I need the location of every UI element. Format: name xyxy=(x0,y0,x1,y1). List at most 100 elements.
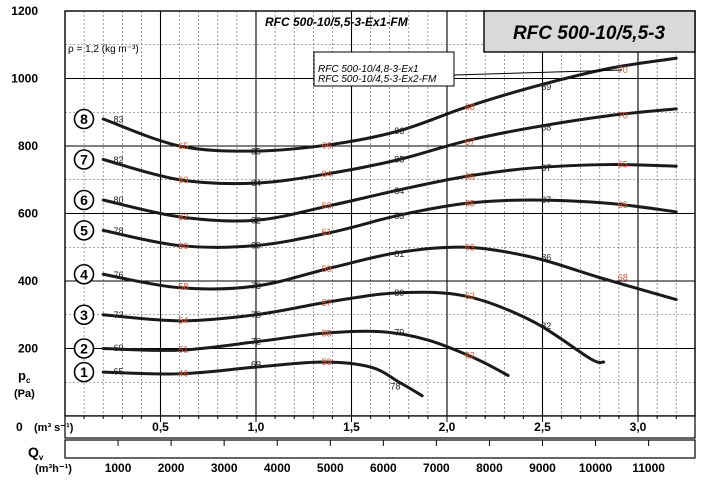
x2-tick-label: 9000 xyxy=(529,461,556,475)
point-label: 65 xyxy=(618,160,628,170)
point-label: 80 xyxy=(251,241,261,251)
y-axis-unit: (Pa) xyxy=(14,388,35,400)
point-label: 83 xyxy=(113,115,123,125)
origin-label: 0 xyxy=(16,420,23,434)
y-tick-label: 600 xyxy=(18,207,38,221)
point-label: 66 xyxy=(322,140,332,150)
title-box xyxy=(483,10,696,53)
point-label: 65 xyxy=(465,198,475,208)
x2-tick-label: 2000 xyxy=(158,461,185,475)
curve-4 xyxy=(101,245,678,302)
x-axis-band xyxy=(64,415,696,439)
speed-marker-3 xyxy=(73,304,95,326)
x2-tick-label: 10000 xyxy=(579,461,613,475)
legend-pointer xyxy=(453,69,623,76)
curve-7 xyxy=(101,107,678,186)
y-axis-ticks: 1200 1000 800 600 400 200 xyxy=(11,4,38,356)
x2-tick-label: 5000 xyxy=(317,461,344,475)
legend-item-1: RFC 500-10/4,8-3-Ex1 xyxy=(318,64,419,75)
point-label: 67 xyxy=(465,137,475,147)
point-label: 61 xyxy=(322,227,332,237)
speed-marker-label: 5 xyxy=(80,222,88,238)
point-label: 80 xyxy=(113,195,123,205)
point-labels: 65 46 69 59 78 69 51 72 55 79 62 73 54 75 57 80 62 82 76 58… xyxy=(113,65,627,391)
legend-item-2: RFC 500-10/4,5-3-Ex2-FM xyxy=(318,74,437,85)
point-label: 63 xyxy=(465,242,475,252)
speed-marker-label: 8 xyxy=(80,111,88,127)
x2-axis-unit: (m³h⁻¹) xyxy=(35,463,72,475)
point-label: 85 xyxy=(394,155,404,165)
point-label: 78 xyxy=(251,281,261,291)
curve-1 xyxy=(101,360,424,398)
x-axis-unit: (m³ s⁻¹) xyxy=(34,422,74,434)
speed-marker-label: 3 xyxy=(80,307,88,323)
speed-marker-label: 1 xyxy=(80,364,88,380)
speed-marker-4 xyxy=(73,263,95,285)
x-tick-label: 2,0 xyxy=(439,420,456,434)
point-label: 86 xyxy=(541,252,551,262)
y-tick-label: 800 xyxy=(18,139,38,153)
x2-tick-label: 4000 xyxy=(264,461,291,475)
point-label: 62 xyxy=(465,350,475,360)
point-label: 70 xyxy=(618,111,628,121)
curve-5 xyxy=(101,198,678,249)
point-label: 69 xyxy=(113,343,123,353)
point-label: 73 xyxy=(113,310,123,320)
x2-tick-label: 6000 xyxy=(370,461,397,475)
point-label: 59 xyxy=(322,264,332,274)
x2-tick-label: 1000 xyxy=(105,461,132,475)
speed-marker-label: 7 xyxy=(80,152,88,168)
point-label: 82 xyxy=(113,155,123,165)
x2-axis-band xyxy=(64,439,696,459)
x-axis-ticks: 0,5 1,0 1,5 2,0 2,5 3,0 xyxy=(83,416,677,434)
point-label: 62 xyxy=(465,291,475,301)
curve-8 xyxy=(101,56,678,153)
x2-axis-ticks: 1000 2000 3000 4000 5000 6000 7000 8000 9000 1000… xyxy=(105,440,665,475)
point-label: 72 xyxy=(251,336,261,346)
speed-marker-7 xyxy=(73,149,95,170)
point-label: 57 xyxy=(322,298,332,308)
point-label: 60 xyxy=(178,241,188,251)
point-label: 87 xyxy=(541,195,551,205)
point-label: 69 xyxy=(251,360,261,370)
y-tick-label: 200 xyxy=(18,342,38,356)
x-tick-label: 2,5 xyxy=(534,420,551,434)
speed-marker-6 xyxy=(73,189,95,211)
point-label: 58 xyxy=(178,282,188,292)
x2-axis-label: Qv xyxy=(28,444,44,462)
grid xyxy=(65,11,695,416)
y-axis-label: pc xyxy=(18,368,31,385)
curve-3 xyxy=(101,290,606,365)
chart-subtitle: RFC 500-10/5,5-3-Ex1-FM xyxy=(265,15,409,29)
curve-2 xyxy=(101,329,510,377)
x-tick-label: 1,5 xyxy=(343,420,360,434)
point-label: 54 xyxy=(178,315,188,325)
x-tick-label: 1,0 xyxy=(248,420,265,434)
point-label: 76 xyxy=(113,270,123,280)
x-tick-label: 3,0 xyxy=(630,420,647,434)
point-label: 55 xyxy=(322,328,332,338)
speed-marker-2 xyxy=(73,338,95,359)
point-label: 78 xyxy=(113,226,123,236)
speed-markers: 1 2 3 4 5 6 7 8 xyxy=(73,108,95,383)
point-label: 65 xyxy=(618,200,628,210)
point-label: 65 xyxy=(465,171,475,181)
y-tick-label: 1200 xyxy=(11,4,38,18)
point-label: 87 xyxy=(541,163,551,173)
point-label: 89 xyxy=(541,82,551,92)
point-label: 65 xyxy=(113,366,123,376)
point-label: 62 xyxy=(178,212,188,222)
point-label: 70 xyxy=(618,65,628,75)
x-tick-label: 0,5 xyxy=(152,420,169,434)
point-label: 79 xyxy=(394,327,404,337)
y-tick-label: 1000 xyxy=(11,72,38,86)
point-label: 68 xyxy=(618,273,628,283)
point-label: 82 xyxy=(541,321,551,331)
speed-marker-label: 4 xyxy=(80,266,88,282)
point-label: 63 xyxy=(178,175,188,185)
point-label: 46 xyxy=(178,368,188,378)
curve-6 xyxy=(101,163,678,223)
density-note: ρ = 1,2 (kg m⁻³) xyxy=(68,44,139,55)
speed-marker-1 xyxy=(73,361,95,383)
